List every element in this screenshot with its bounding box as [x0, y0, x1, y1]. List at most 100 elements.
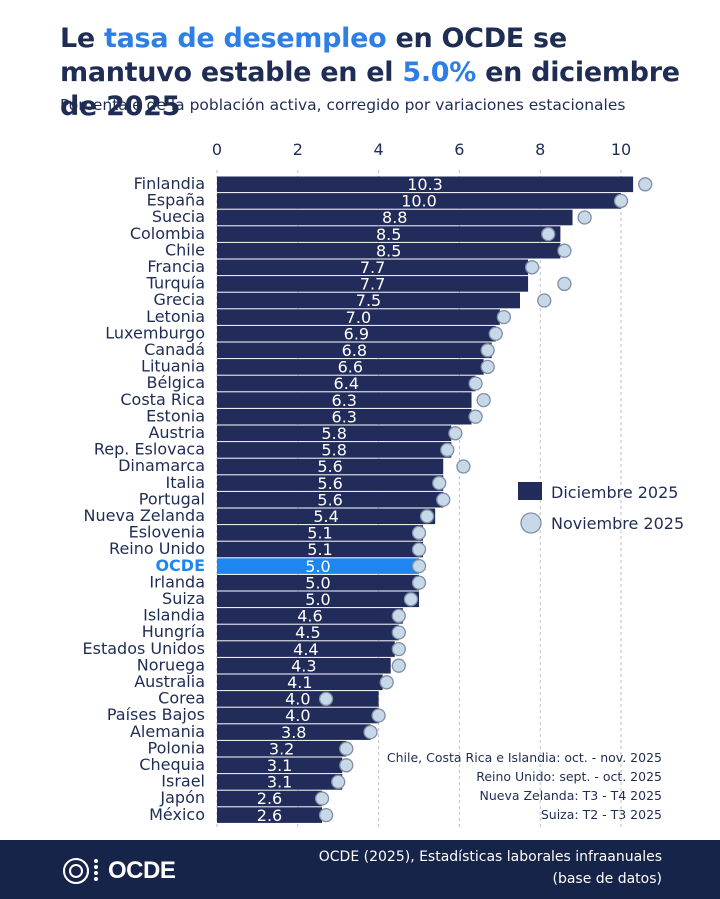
data-label: 7.5 [356, 291, 381, 310]
bar-chart: 0 2 4 6 8 10 Finlandia 10.3 España 10.0 Suecia 8.8 C… [83, 140, 684, 828]
bar [217, 591, 419, 608]
bar [217, 276, 529, 292]
data-label: 7.7 [360, 258, 385, 277]
category-label: Polonia [148, 738, 206, 757]
category-label: Islandia [143, 606, 205, 625]
marker [411, 558, 427, 574]
chart-title: Le tasa de desempleo en OCDE se mantuvo … [60, 23, 680, 122]
bar [217, 359, 484, 375]
marker [411, 542, 427, 557]
marker [468, 376, 483, 391]
category-label: Rep. Eslovaca [94, 440, 205, 459]
data-label: 5.0 [305, 557, 330, 576]
footer [0, 840, 720, 899]
legend-bar-swatch [518, 482, 542, 500]
marker [371, 708, 386, 723]
bar [217, 475, 444, 491]
bar [217, 226, 561, 242]
marker [448, 426, 463, 441]
category-label: Canadá [144, 340, 205, 359]
footnote: Reino Unido: sept. - oct. 2025 [476, 769, 662, 784]
data-label: 3.1 [267, 756, 292, 775]
bar [217, 242, 561, 259]
marker [391, 641, 406, 657]
category-label: Grecia [153, 290, 205, 309]
category-label: Eslovenia [129, 523, 205, 542]
bar [217, 292, 520, 309]
bar [217, 442, 452, 458]
data-label: 6.3 [332, 391, 357, 410]
marker [411, 575, 427, 590]
marker [440, 442, 455, 458]
bar [217, 193, 621, 209]
legend-label: Diciembre 2025 [551, 483, 678, 502]
data-label: 4.6 [297, 607, 322, 626]
category-label: Portugal [139, 489, 205, 508]
category-label: Hungría [142, 622, 205, 641]
category-label: Australia [134, 672, 205, 691]
bar [217, 541, 424, 558]
marker [496, 309, 511, 325]
data-label: 6.6 [338, 358, 363, 377]
data-label: 5.8 [321, 441, 346, 460]
footnote: Chile, Costa Rica e Islandia: oct. - nov… [387, 750, 662, 765]
ocde-logo: OCDE [62, 855, 176, 887]
x-tick-label: 8 [535, 140, 545, 159]
marker [391, 608, 406, 624]
bar [217, 342, 492, 359]
marker [557, 243, 572, 258]
marker [476, 392, 491, 408]
data-label: 5.6 [317, 474, 342, 493]
data-label: 7.0 [346, 308, 371, 327]
chart-subtitle: Porcentaje de la población activa, corre… [60, 96, 626, 114]
bar [217, 259, 529, 276]
marker [432, 475, 447, 491]
data-label: 2.6 [257, 789, 282, 808]
data-label: 6.3 [332, 407, 357, 426]
marker [537, 293, 552, 308]
category-label: Turquía [146, 274, 205, 293]
data-label: 4.1 [287, 673, 312, 692]
data-label: 4.0 [285, 706, 310, 725]
data-label: 10.0 [401, 192, 437, 211]
bar [217, 674, 383, 691]
category-label: Israel [161, 772, 205, 791]
marker [638, 177, 653, 192]
bar [217, 608, 403, 624]
category-label: Estados Unidos [83, 639, 205, 658]
bar [217, 558, 419, 574]
marker [403, 592, 419, 607]
marker [331, 774, 346, 790]
category-label: España [147, 191, 205, 210]
data-label: 3.2 [269, 739, 294, 758]
marker [468, 409, 483, 424]
bar [217, 209, 573, 226]
category-label: Colombia [130, 224, 205, 243]
bar [217, 707, 379, 724]
category-label: Irlanda [149, 572, 205, 591]
bar [217, 176, 634, 193]
marker [318, 807, 334, 823]
bar [217, 309, 500, 325]
data-label: 6.9 [344, 324, 369, 343]
bar [217, 392, 472, 408]
data-label: 5.6 [317, 490, 342, 509]
bar [217, 641, 395, 657]
data-label: 8.5 [376, 225, 401, 244]
marker [480, 343, 495, 358]
marker [436, 492, 451, 507]
category-label: Italia [166, 473, 206, 492]
ocde-logo-icon [63, 858, 98, 884]
category-label: Chequia [139, 755, 205, 774]
data-label: 3.1 [267, 773, 292, 792]
category-label: Países Bajos [107, 705, 205, 724]
bar [217, 774, 343, 790]
bar [217, 807, 323, 823]
category-label: Suecia [152, 207, 205, 226]
x-tick-label: 2 [293, 140, 303, 159]
bar [217, 624, 399, 641]
marker [314, 791, 330, 806]
marker [339, 758, 354, 773]
bar [217, 325, 496, 342]
data-label: 3.8 [281, 723, 306, 742]
